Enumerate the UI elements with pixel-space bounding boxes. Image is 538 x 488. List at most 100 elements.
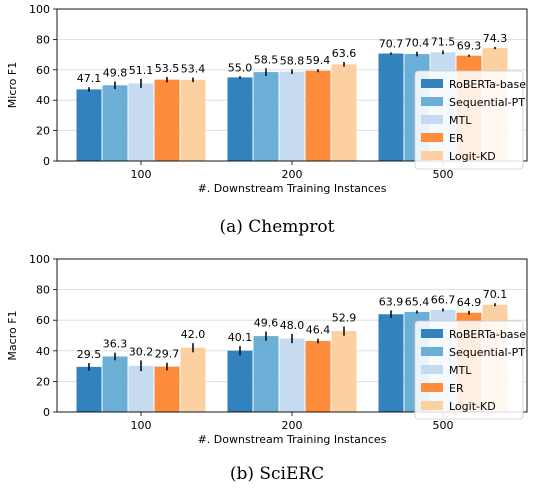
bar-roberta-base-500 bbox=[378, 314, 404, 412]
data-label: 46.4 bbox=[306, 324, 331, 337]
x-axis-label: #. Downstream Training Instances bbox=[198, 182, 387, 195]
chart-panel-scierc: 0 20 40 60 80 100 29.5 40.1 63.9 36.3 49.6 65.4 30.2… bbox=[6, 253, 528, 484]
x-tick-label: 100 bbox=[131, 168, 152, 181]
legend-label: MTL bbox=[449, 364, 472, 377]
bar-logit-kd-100 bbox=[180, 79, 206, 161]
bar-logit-kd-200 bbox=[331, 331, 357, 412]
data-label: 47.1 bbox=[77, 72, 102, 85]
data-label: 40.1 bbox=[228, 331, 253, 344]
data-label: 36.3 bbox=[103, 338, 128, 351]
data-label: 74.3 bbox=[483, 32, 508, 45]
data-label: 69.3 bbox=[457, 40, 482, 53]
y-axis-label: Macro F1 bbox=[6, 310, 19, 360]
bar-roberta-base-500 bbox=[378, 53, 404, 162]
legend-swatch bbox=[421, 383, 443, 392]
y-axis-label: Micro F1 bbox=[6, 62, 19, 108]
x-tick-label: 200 bbox=[282, 419, 303, 432]
legend-label: ER bbox=[449, 382, 464, 395]
y-tick-label: 80 bbox=[36, 33, 50, 46]
legend-swatch bbox=[421, 97, 443, 106]
data-label: 52.9 bbox=[332, 311, 357, 324]
y-tick-label: 60 bbox=[36, 314, 50, 327]
bar-roberta-base-200 bbox=[227, 350, 253, 412]
data-label: 70.4 bbox=[405, 37, 430, 50]
caption-scierc: (b) SciERC bbox=[230, 464, 324, 484]
data-label: 51.1 bbox=[129, 64, 154, 77]
data-label: 70.1 bbox=[483, 288, 508, 301]
y-tick-label: 100 bbox=[29, 253, 50, 266]
chart-panel-chemprot: 0 20 40 60 80 100 47.1 55.0 70.7 49.8 58.5 70.4 51.1… bbox=[6, 3, 528, 237]
data-label: 66.7 bbox=[431, 293, 456, 306]
data-label: 29.7 bbox=[155, 348, 180, 361]
data-label: 55.0 bbox=[228, 61, 253, 74]
data-label: 70.7 bbox=[379, 37, 404, 50]
legend-swatch bbox=[421, 347, 443, 356]
legend: RoBERTa-base Sequential-PT MTL ER Logit-KD bbox=[414, 70, 526, 170]
bar-er-200 bbox=[305, 70, 331, 161]
legend-swatch bbox=[421, 151, 443, 160]
legend-box bbox=[414, 320, 524, 420]
data-label: 48.0 bbox=[280, 319, 305, 332]
data-label: 29.5 bbox=[77, 348, 102, 361]
bar-sequential-pt-100 bbox=[102, 85, 128, 161]
bar-roberta-base-100 bbox=[76, 89, 102, 161]
y-tick-label: 40 bbox=[36, 345, 50, 358]
data-label: 49.6 bbox=[254, 317, 279, 330]
data-label: 63.6 bbox=[332, 47, 357, 60]
data-label: 53.4 bbox=[181, 63, 206, 76]
legend-swatch bbox=[421, 79, 443, 88]
y-tick-label: 20 bbox=[36, 125, 50, 138]
legend-label: Logit-KD bbox=[449, 400, 496, 413]
legend-label: ER bbox=[449, 132, 464, 145]
legend-swatch bbox=[421, 133, 443, 142]
legend-swatch bbox=[421, 401, 443, 410]
data-label: 58.5 bbox=[254, 53, 279, 66]
bar-sequential-pt-200 bbox=[253, 336, 279, 412]
y-tick-label: 0 bbox=[43, 406, 50, 419]
x-tick-label: 100 bbox=[131, 419, 152, 432]
legend-swatch bbox=[421, 365, 443, 374]
bar-sequential-pt-200 bbox=[253, 72, 279, 161]
bar-mtl-200 bbox=[279, 71, 305, 161]
bar-logit-kd-200 bbox=[331, 64, 357, 161]
y-tick-label: 80 bbox=[36, 284, 50, 297]
x-tick-label: 500 bbox=[433, 168, 454, 181]
bar-er-100 bbox=[154, 79, 180, 161]
legend-label: Logit-KD bbox=[449, 150, 496, 163]
data-label: 65.4 bbox=[405, 295, 430, 308]
data-label: 30.2 bbox=[129, 345, 154, 358]
bar-roberta-base-200 bbox=[227, 77, 253, 161]
legend-swatch bbox=[421, 329, 443, 338]
bar-roberta-base-100 bbox=[76, 366, 102, 412]
data-label: 42.0 bbox=[181, 328, 206, 341]
data-label: 49.8 bbox=[103, 67, 128, 80]
y-tick-label: 40 bbox=[36, 94, 50, 107]
x-tick-label: 200 bbox=[282, 168, 303, 181]
bar-mtl-100 bbox=[128, 83, 154, 161]
bar-mtl-100 bbox=[128, 365, 154, 412]
data-label: 59.4 bbox=[306, 54, 331, 67]
legend-label: RoBERTa-base bbox=[449, 78, 526, 91]
bar-mtl-200 bbox=[279, 338, 305, 412]
bar-er-100 bbox=[154, 366, 180, 412]
bar-sequential-pt-100 bbox=[102, 356, 128, 412]
x-axis-label: #. Downstream Training Instances bbox=[198, 433, 387, 446]
x-tick-label: 500 bbox=[433, 419, 454, 432]
bar-er-200 bbox=[305, 341, 331, 412]
y-tick-label: 60 bbox=[36, 64, 50, 77]
legend-swatch bbox=[421, 115, 443, 124]
y-tick-label: 20 bbox=[36, 375, 50, 388]
legend-box bbox=[414, 70, 524, 170]
caption-chemprot: (a) Chemprot bbox=[219, 217, 334, 237]
data-label: 71.5 bbox=[431, 35, 456, 48]
y-tick-label: 0 bbox=[43, 155, 50, 168]
bar-logit-kd-100 bbox=[180, 347, 206, 412]
legend-label: RoBERTa-base bbox=[449, 328, 526, 341]
legend-label: Sequential-PT bbox=[449, 346, 525, 359]
legend-label: Sequential-PT bbox=[449, 96, 525, 109]
data-label: 64.9 bbox=[457, 296, 482, 309]
data-label: 58.8 bbox=[280, 54, 305, 67]
y-tick-label: 100 bbox=[29, 3, 50, 16]
data-label: 53.5 bbox=[155, 62, 180, 75]
